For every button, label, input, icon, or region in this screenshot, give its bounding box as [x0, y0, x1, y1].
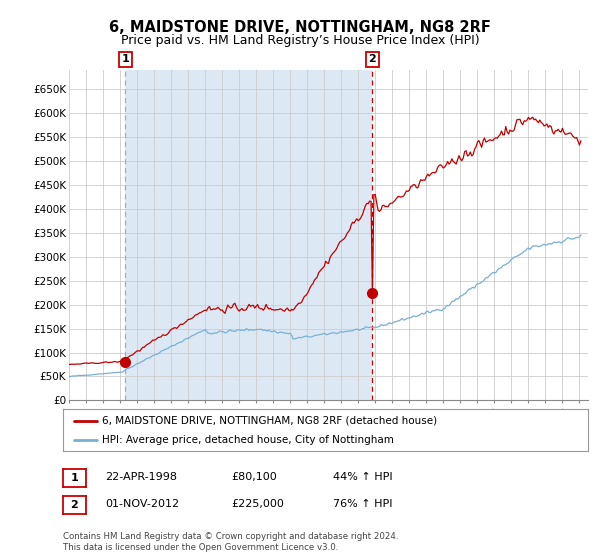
Text: 6, MAIDSTONE DRIVE, NOTTINGHAM, NG8 2RF: 6, MAIDSTONE DRIVE, NOTTINGHAM, NG8 2RF: [109, 20, 491, 35]
Text: Contains HM Land Registry data © Crown copyright and database right 2024.
This d: Contains HM Land Registry data © Crown c…: [63, 532, 398, 552]
Text: £225,000: £225,000: [231, 499, 284, 509]
Text: 76% ↑ HPI: 76% ↑ HPI: [333, 499, 392, 509]
Text: HPI: Average price, detached house, City of Nottingham: HPI: Average price, detached house, City…: [103, 435, 394, 445]
Text: Price paid vs. HM Land Registry’s House Price Index (HPI): Price paid vs. HM Land Registry’s House …: [121, 34, 479, 46]
Text: £80,100: £80,100: [231, 472, 277, 482]
Text: 22-APR-1998: 22-APR-1998: [105, 472, 177, 482]
Text: 1: 1: [71, 473, 78, 483]
Bar: [125, 70, 373, 400]
Text: 44% ↑ HPI: 44% ↑ HPI: [333, 472, 392, 482]
Text: 01-NOV-2012: 01-NOV-2012: [105, 499, 179, 509]
Text: 6, MAIDSTONE DRIVE, NOTTINGHAM, NG8 2RF (detached house): 6, MAIDSTONE DRIVE, NOTTINGHAM, NG8 2RF …: [103, 416, 437, 426]
Text: 2: 2: [368, 54, 376, 64]
Text: 1: 1: [121, 54, 129, 64]
Text: 2: 2: [71, 500, 78, 510]
